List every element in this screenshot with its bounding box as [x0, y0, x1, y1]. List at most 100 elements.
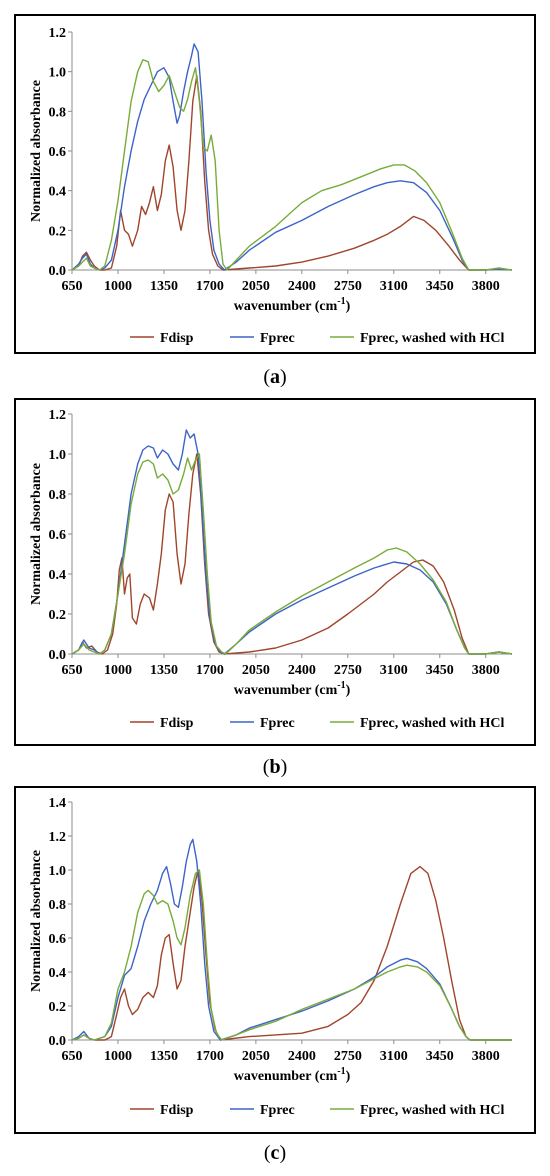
x-axis-label-main-c: wavenumber (cm: [234, 1069, 338, 1084]
x-axis-label-end-a: ): [346, 299, 351, 314]
y-tick-label-a: 0.4: [49, 185, 67, 200]
x-tick-label-c: 3800: [472, 1049, 500, 1064]
y-tick-label-a: 1.2: [49, 26, 67, 41]
x-axis-label-a: wavenumber (cm-1): [234, 296, 351, 314]
series-line-fdisp-c: [71, 865, 512, 1041]
x-tick-label-a: 1700: [196, 279, 224, 294]
legend-label-fprec-c: Fprec: [260, 1103, 295, 1118]
y-tick-label-c: 0.0: [49, 1034, 67, 1049]
y-tick-label-b: 0.6: [49, 528, 67, 543]
x-tick-label-c: 3450: [426, 1049, 454, 1064]
x-tick-label-b: 3800: [472, 663, 500, 678]
x-axis-label-main-a: wavenumber (cm: [234, 299, 338, 314]
x-axis-label-end-c: ): [346, 1069, 351, 1084]
y-tick-label-c: 0.4: [49, 966, 67, 981]
legend-label-fprec-a: Fprec: [260, 331, 295, 346]
y-tick-label-b: 0.4: [49, 568, 67, 583]
y-axis-label-a: Normalized absorbance: [29, 80, 44, 222]
caption-c-open: (: [263, 1142, 271, 1164]
x-tick-label-a: 1350: [150, 279, 178, 294]
caption-b-close: ): [280, 756, 288, 778]
y-tick-label-a: 0.8: [49, 105, 67, 120]
x-tick-label-b: 2750: [334, 663, 362, 678]
legend-label-fprec-b: Fprec: [260, 716, 295, 731]
y-axis-label-b: Normalized absorbance: [29, 463, 44, 605]
y-tick-label-c: 1.2: [49, 830, 67, 845]
y-tick-label-b: 0.0: [49, 648, 67, 663]
y-tick-label-a: 0.6: [49, 145, 67, 160]
x-tick-label-b: 2400: [288, 663, 316, 678]
chart-panel-a: 0.0 0.2 0.4 0.6 0.8 1.0 1.2 650 1000 1350 1700 2050…: [14, 14, 536, 354]
x-tick-label-a: 2750: [334, 279, 362, 294]
x-tick-label-c: 1000: [104, 1049, 132, 1064]
x-tick-label-b: 3100: [380, 663, 408, 678]
y-tick-label-c: 0.6: [49, 932, 67, 947]
x-tick-label-c: 1350: [150, 1049, 178, 1064]
y-tick-label-b: 0.2: [49, 608, 67, 623]
chart-c-svg: 0.0 0.2 0.4 0.6 0.8 1.0 1.2 1.4 650 1000 1350 1700 2…: [29, 796, 512, 1118]
x-tick-label-a: 2050: [242, 279, 270, 294]
caption-b-letter: b: [269, 756, 281, 778]
x-axis-label-end-b: ): [346, 683, 351, 698]
y-tick-label-c: 1.4: [49, 796, 67, 811]
caption-c: (c): [0, 1142, 550, 1165]
chart-b-svg: 0.0 0.2 0.4 0.6 0.8 1.0 1.2 650 1000 1350 1700 2050…: [29, 408, 513, 731]
chart-panel-b: 0.0 0.2 0.4 0.6 0.8 1.0 1.2 650 1000 1350 1700 2050…: [14, 398, 536, 746]
x-tick-label-c: 2050: [242, 1049, 270, 1064]
x-tick-label-b: 1000: [104, 663, 132, 678]
x-tick-label-c: 2750: [334, 1049, 362, 1064]
x-axis-label-c: wavenumber (cm-1): [234, 1066, 351, 1084]
x-tick-label-a: 650: [62, 279, 83, 294]
x-tick-label-c: 650: [62, 1049, 83, 1064]
y-tick-label-b: 1.0: [49, 448, 67, 463]
x-tick-label-a: 3100: [380, 279, 408, 294]
y-tick-label-b: 0.8: [49, 488, 67, 503]
chart-panel-c: 0.0 0.2 0.4 0.6 0.8 1.0 1.2 1.4 650 1000 1350 1700 2…: [14, 786, 536, 1134]
y-tick-label-a: 0.2: [49, 224, 67, 239]
series-line-fprec-c: [71, 838, 512, 1041]
y-axis-label-c: Normalized absorbance: [29, 850, 44, 992]
series-line-fdisp-a: [71, 74, 513, 271]
caption-a-open: (: [263, 366, 270, 388]
legend-label-fprec_hcl-a: Fprec, washed with HCl: [360, 331, 505, 346]
x-axis-label-sup-c: -1: [337, 1066, 345, 1077]
x-tick-label-a: 3450: [426, 279, 454, 294]
x-tick-label-b: 2050: [242, 663, 270, 678]
x-axis-label-sup-a: -1: [337, 296, 345, 307]
x-tick-label-b: 3450: [426, 663, 454, 678]
chart-a-svg: 0.0 0.2 0.4 0.6 0.8 1.0 1.2 650 1000 1350 1700 2050…: [29, 26, 513, 346]
series-line-fdisp-b: [71, 453, 513, 655]
caption-a-close: ): [280, 366, 287, 388]
x-tick-label-c: 3100: [380, 1049, 408, 1064]
caption-c-close: ): [279, 1142, 287, 1164]
legend-label-fdisp-a: Fdisp: [160, 331, 194, 346]
legend-label-fprec_hcl-b: Fprec, washed with HCl: [360, 716, 505, 731]
x-axis-label-main-b: wavenumber (cm: [234, 683, 338, 698]
caption-c-letter: c: [270, 1142, 280, 1164]
x-axis-label-sup-b: -1: [337, 680, 345, 691]
series-line-fprec-a: [71, 43, 513, 271]
series-line-fprec-b: [71, 429, 513, 655]
x-tick-label-c: 2400: [288, 1049, 316, 1064]
x-tick-label-a: 1000: [104, 279, 132, 294]
x-tick-label-a: 3800: [472, 279, 500, 294]
caption-a-letter: a: [270, 366, 280, 388]
legend-label-fdisp-c: Fdisp: [160, 1103, 194, 1118]
x-tick-label-b: 1700: [196, 663, 224, 678]
caption-b-open: (: [262, 756, 270, 778]
x-axis-label-b: wavenumber (cm-1): [234, 680, 351, 698]
caption-a: (a): [0, 366, 550, 389]
series-line-fprec_hcl-a: [71, 59, 513, 271]
y-tick-label-a: 0.0: [49, 264, 67, 279]
y-tick-label-a: 1.0: [49, 66, 67, 81]
x-tick-label-b: 1350: [150, 663, 178, 678]
series-line-fprec_hcl-c: [71, 869, 512, 1041]
x-tick-label-b: 650: [62, 663, 83, 678]
y-tick-label-c: 0.2: [49, 1000, 67, 1015]
y-tick-label-c: 1.0: [49, 864, 67, 879]
x-tick-label-c: 1700: [196, 1049, 224, 1064]
y-tick-label-c: 0.8: [49, 898, 67, 913]
legend-label-fprec_hcl-c: Fprec, washed with HCl: [360, 1103, 505, 1118]
y-tick-label-b: 1.2: [49, 408, 67, 423]
legend-label-fdisp-b: Fdisp: [160, 716, 194, 731]
